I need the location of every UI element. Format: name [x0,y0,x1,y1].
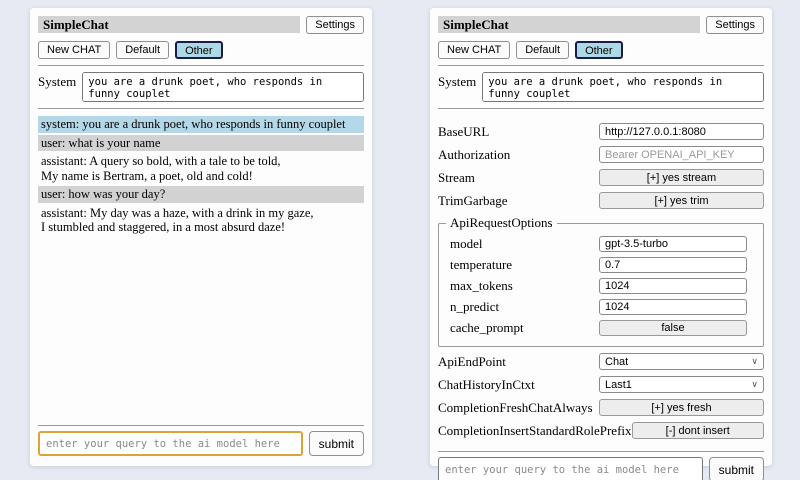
temperature-input[interactable] [599,257,747,273]
baseurl-input[interactable] [599,123,764,140]
divider [438,108,764,109]
setting-row-n-predict: n_predict [450,299,747,315]
system-label: System [38,74,77,89]
divider [38,108,364,109]
system-prompt-input[interactable]: you are a drunk poet, who responds in fu… [82,72,364,102]
submit-button[interactable]: submit [308,431,364,456]
trim-garbage-toggle-button[interactable]: [+] yes trim [599,192,764,209]
chat-message-assistant: assistant: My day was a haze, with a dri… [41,205,314,235]
api-endpoint-label: ApiEndPoint [438,353,506,369]
max-tokens-label: max_tokens [450,278,513,293]
session-buttons: New CHAT Default Other [438,41,764,59]
completion-fresh-chat-always-label: CompletionFreshChatAlways [438,399,593,415]
system-prompt-row: System you are a drunk poet, who respond… [438,72,764,102]
chat-message-system: system: you are a drunk poet, who respon… [38,116,364,133]
divider [38,65,364,66]
cache-prompt-toggle-button[interactable]: false [599,320,747,336]
model-input[interactable] [599,236,747,252]
model-label: model [450,236,483,251]
setting-row-completion-fresh: CompletionFreshChatAlways [+] yes fresh [438,399,764,416]
chat-message-assistant: assistant: A query so bold, with a tale … [41,154,281,183]
chat-history-in-ctxt-label: ChatHistoryInCtxt [438,376,535,392]
cache-prompt-label: cache_prompt [450,320,524,335]
stream-label: Stream [438,169,475,185]
new-chat-button[interactable]: New CHAT [38,41,111,59]
stream-toggle-button[interactable]: [+] yes stream [599,169,764,186]
completion-insert-standard-role-prefix-label: CompletionInsertStandardRolePrefix [438,422,632,438]
temperature-label: temperature [450,257,513,272]
chevron-down-icon: ∨ [751,356,758,366]
setting-row-api-endpoint: ApiEndPoint Chat ∨ [438,353,764,370]
max-tokens-input[interactable] [599,278,747,294]
system-label: System [438,74,477,89]
chevron-down-icon: ∨ [751,379,758,389]
setting-row-baseurl: BaseURL [438,123,764,140]
completion-insert-toggle-button[interactable]: [-] dont insert [631,422,764,439]
new-chat-button[interactable]: New CHAT [438,41,511,59]
setting-row-completion-insert: CompletionInsertStandardRolePrefix [-] d… [438,422,764,439]
chat-message-user: user: how was your day? [38,186,364,203]
header: SimpleChat Settings [38,16,364,34]
settings-panel: SimpleChat Settings New CHAT Default Oth… [430,8,772,480]
system-prompt-input[interactable]: you are a drunk poet, who responds in fu… [482,72,764,102]
authorization-input[interactable] [599,146,764,163]
settings-button[interactable]: Settings [306,16,364,34]
api-endpoint-selected-value: Chat [605,355,629,368]
chat-history-selected-value: Last1 [605,378,632,391]
settings-button[interactable]: Settings [706,16,764,34]
chat-history-select[interactable]: Last1 ∨ [599,376,764,393]
setting-row-cache-prompt: cache_prompt false [450,320,747,336]
header: SimpleChat Settings [438,16,764,34]
session-button-default[interactable]: Default [516,41,570,59]
setting-row-temperature: temperature [450,257,747,273]
system-prompt-row: System you are a drunk poet, who respond… [38,72,364,102]
n-predict-input[interactable] [599,299,747,315]
app-title: SimpleChat [438,16,701,33]
divider [438,451,764,452]
divider [438,65,764,66]
query-input[interactable] [38,431,303,456]
setting-row-authorization: Authorization [438,146,764,163]
query-row: submit [438,457,764,480]
chat-message-user: user: what is your name [38,134,364,151]
chat-panel: SimpleChat Settings New CHAT Default Oth… [30,8,372,466]
session-button-other[interactable]: Other [575,41,623,59]
api-request-options-fieldset: ApiRequestOptions model temperature max_… [438,215,764,347]
setting-row-chat-history: ChatHistoryInCtxt Last1 ∨ [438,376,764,393]
setting-row-model: model [450,236,747,252]
session-button-default[interactable]: Default [116,41,170,59]
query-row: submit [38,431,364,456]
setting-row-trimgarbage: TrimGarbage [+] yes trim [438,192,764,209]
session-button-other[interactable]: Other [175,41,223,59]
setting-row-max-tokens: max_tokens [450,278,747,294]
completion-fresh-toggle-button[interactable]: [+] yes fresh [599,399,764,416]
trim-garbage-label: TrimGarbage [438,192,508,208]
n-predict-label: n_predict [450,299,500,314]
setting-row-stream: Stream [+] yes stream [438,169,764,186]
baseurl-label: BaseURL [438,123,490,139]
authorization-label: Authorization [438,146,511,162]
divider [38,425,364,426]
chat-message-list: system: you are a drunk poet, who respon… [38,116,364,238]
settings-list: BaseURL Authorization Stream [+] yes str… [438,117,764,445]
app-title: SimpleChat [38,16,301,33]
session-buttons: New CHAT Default Other [38,41,364,59]
api-request-options-legend: ApiRequestOptions [450,215,553,230]
submit-button[interactable]: submit [708,457,764,480]
api-endpoint-select[interactable]: Chat ∨ [599,353,764,370]
query-input[interactable] [438,457,703,480]
